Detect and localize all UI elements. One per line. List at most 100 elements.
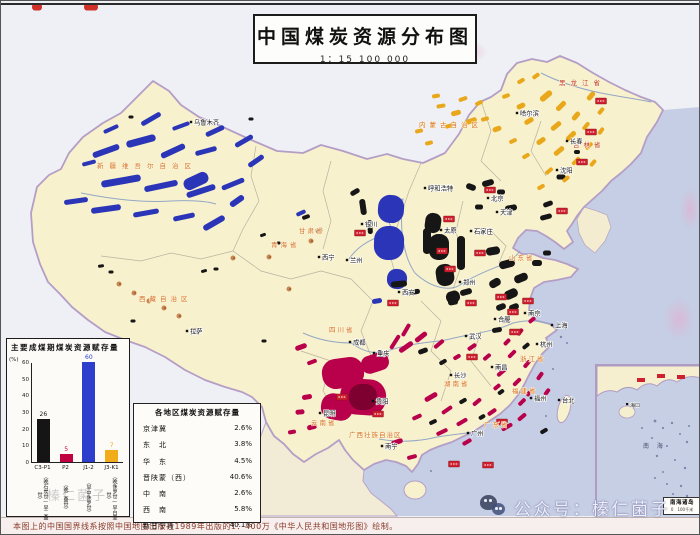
coal-field-jurassic	[373, 225, 405, 261]
coal-field-carboniferous-permian	[350, 188, 360, 196]
city-label: 合肥	[498, 315, 511, 324]
mineral-dot	[308, 238, 314, 244]
city-dot	[557, 398, 561, 402]
city-label: 贵阳	[376, 397, 389, 406]
inset-haikou-label: 海口	[630, 402, 640, 409]
y-tick-label: 20	[22, 426, 29, 433]
bar-value-label: 7	[109, 442, 114, 450]
coal-field-carboniferous-permian	[540, 427, 548, 435]
region-share-value: 40.6%	[229, 472, 252, 481]
coal-field-cretaceous	[465, 117, 477, 125]
region-share-value: 40.1%	[229, 521, 252, 530]
coal-field-jurassic	[377, 194, 405, 224]
coal-field-carboniferous-permian	[418, 347, 428, 355]
region-row: 新甘宁青 40.1%	[143, 521, 252, 531]
coal-field-late-permian	[391, 438, 403, 446]
coal-field-carboniferous-permian	[248, 117, 254, 121]
hainan-island	[403, 480, 427, 500]
region-share-value: 4.5%	[234, 456, 252, 465]
region-row: 晋陕蒙（西） 40.6%	[143, 473, 252, 483]
coal-field-jurassic	[64, 197, 88, 205]
city-label: 石家庄	[474, 227, 493, 236]
coal-field-cretaceous	[481, 116, 489, 122]
coal-field-jurassic	[248, 154, 264, 168]
coal-field-cretaceous	[524, 117, 534, 125]
inset-title: 南海诸岛	[669, 500, 694, 506]
coal-field-carboniferous-permian	[574, 150, 580, 154]
coal-field-cretaceous	[553, 146, 565, 156]
city-label: 拉萨	[190, 327, 203, 336]
coal-field-carboniferous-permian	[492, 327, 502, 333]
coal-field-carboniferous-permian	[501, 316, 511, 324]
city-dot	[515, 111, 519, 115]
coal-field-jurassic	[160, 143, 186, 159]
coal-field-carboniferous-permian	[478, 414, 486, 420]
coal-field-late-permian	[295, 343, 307, 351]
city-dot	[189, 120, 193, 124]
coal-field-cretaceous	[550, 121, 562, 131]
coal-field-carboniferous-permian	[556, 174, 566, 180]
inset-label-box: 南海诸岛 0 100千米	[663, 497, 699, 515]
bar-value-label: 5	[64, 445, 69, 453]
coal-field-carboniferous-permian	[429, 234, 449, 260]
coal-field-late-permian	[512, 377, 522, 387]
province-label: 山东省	[509, 253, 535, 262]
coal-field-carboniferous-permian	[302, 214, 310, 220]
province-label: 湖南省	[444, 379, 470, 388]
coal-field-late-permian	[487, 408, 497, 416]
coal-field-carboniferous-permian	[499, 258, 515, 270]
coal-field-carboniferous-permian	[459, 397, 467, 405]
province-label: 西藏自治区	[139, 294, 192, 303]
coal-field-cretaceous	[545, 167, 553, 175]
coal-field-late-permian	[441, 405, 453, 415]
inset-coast-land	[596, 365, 699, 398]
region-share-value: 2.6%	[234, 488, 252, 497]
bar	[82, 362, 96, 462]
x-category-label: P2	[62, 465, 69, 471]
coal-field-carboniferous-permian	[543, 200, 553, 208]
region-share-table-panel: 各地区煤炭资源赋存量 京津冀 2.6% 东 北 3.8% 华 东 4.5% 晋陕蒙（西） 40…	[133, 403, 261, 530]
coal-field-jurassic	[173, 212, 195, 222]
coal-field-jurassic	[92, 144, 120, 158]
y-tick-label: 40	[22, 393, 29, 400]
coal-field-carboniferous-permian	[423, 228, 431, 254]
city-dot	[348, 340, 352, 344]
region-name: 东 北	[143, 441, 167, 450]
x-category-label: J1-2	[83, 465, 94, 471]
city-dot	[529, 396, 533, 400]
city-label: 台北	[562, 396, 575, 405]
city-label: 呼和浩特	[428, 184, 454, 193]
city-label: 广州	[471, 429, 484, 438]
map-title-panel: 中国煤炭资源分布图 1：15 100 000	[253, 14, 477, 65]
coal-field-late-permian	[517, 412, 527, 422]
city-dot	[423, 186, 427, 190]
red-stamp-mark	[84, 3, 98, 11]
coal-field-carboniferous-permian	[485, 246, 501, 256]
coal-field-cretaceous	[451, 109, 461, 117]
chart-y-axis: (%) 60 50 40 30 20 10 0	[9, 357, 31, 466]
coal-field-carboniferous-permian	[504, 288, 518, 300]
coal-field-carboniferous-permian	[108, 270, 114, 274]
coal-field-late-permian-core	[349, 384, 377, 410]
inset-map: 海口 南 海	[596, 365, 699, 498]
province-label: 云南省	[311, 418, 337, 427]
coal-field-carboniferous-permian	[522, 342, 530, 350]
south-china-sea-inset: 海口 南 海 南海诸岛 0 100千米	[595, 364, 699, 517]
chart-y-axis-label: (%)	[9, 357, 19, 363]
coal-field-cretaceous	[537, 183, 545, 191]
coal-field-jurassic	[372, 298, 382, 304]
city-label: 西安	[402, 288, 415, 297]
coal-field-late-permian	[483, 353, 491, 361]
x-category-period-name: （晚二叠世）	[62, 482, 69, 512]
mineral-dot	[161, 305, 167, 311]
coal-field-carboniferous-permian	[497, 189, 505, 195]
coal-field-jurassic	[172, 121, 190, 131]
bar-P2: 5	[59, 445, 73, 462]
x-category: C3-P1 （晚石炭世—早二叠世）	[32, 465, 54, 522]
coal-field-cretaceous	[565, 130, 577, 142]
coal-field-late-permian	[412, 413, 422, 421]
coal-field-carboniferous-permian	[496, 303, 506, 311]
city-dot	[458, 280, 462, 284]
coal-field-late-permian	[507, 349, 517, 359]
